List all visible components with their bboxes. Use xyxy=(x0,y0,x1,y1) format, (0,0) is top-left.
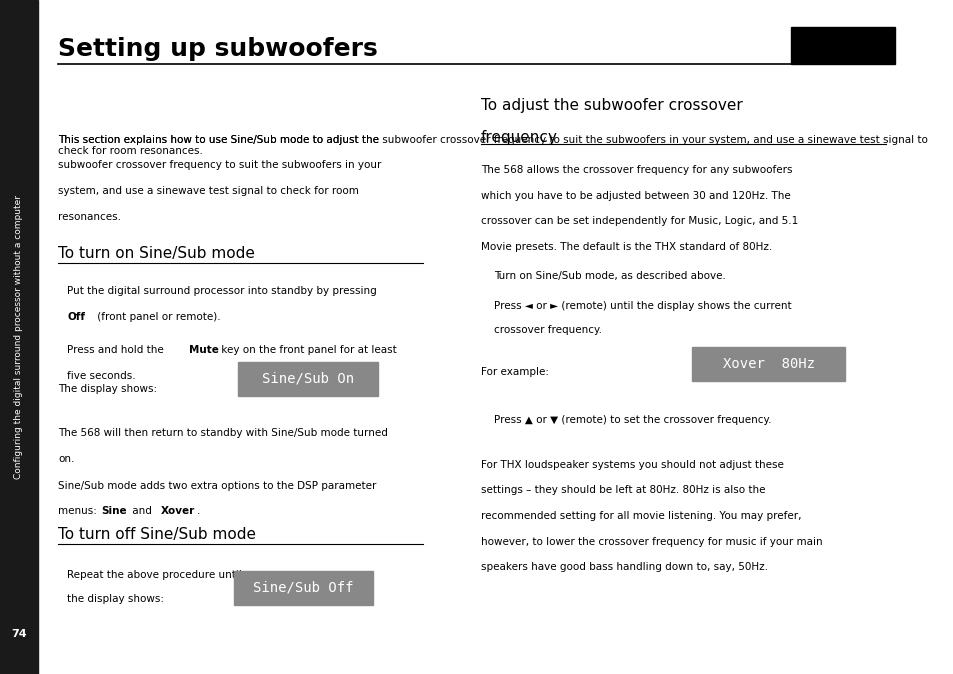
Text: To adjust the subwoofer crossover: To adjust the subwoofer crossover xyxy=(480,98,742,113)
Text: This section explains how to use Sine/Sub mode to adjust the: This section explains how to use Sine/Su… xyxy=(58,135,379,145)
Text: menus:: menus: xyxy=(58,506,100,516)
Text: on.: on. xyxy=(58,454,74,464)
Text: Sine: Sine xyxy=(101,506,127,516)
Text: however, to lower the crossover frequency for music if your main: however, to lower the crossover frequenc… xyxy=(480,537,821,547)
Text: crossover frequency.: crossover frequency. xyxy=(494,325,602,335)
Text: settings – they should be left at 80Hz. 80Hz is also the: settings – they should be left at 80Hz. … xyxy=(480,485,764,495)
Bar xyxy=(692,347,844,381)
Text: Sine/Sub mode adds two extra options to the DSP parameter: Sine/Sub mode adds two extra options to … xyxy=(58,481,376,491)
Text: frequency: frequency xyxy=(480,130,558,145)
Text: the display shows:: the display shows: xyxy=(68,594,164,605)
Text: Sine/Sub Off: Sine/Sub Off xyxy=(253,581,354,594)
Text: subwoofer crossover frequency to suit the subwoofers in your: subwoofer crossover frequency to suit th… xyxy=(58,160,381,171)
Text: Press ◄ or ► (remote) until the display shows the current: Press ◄ or ► (remote) until the display … xyxy=(494,301,791,311)
Text: resonances.: resonances. xyxy=(58,212,121,222)
Text: Movie presets. The default is the THX standard of 80Hz.: Movie presets. The default is the THX st… xyxy=(480,242,771,252)
Text: Press and hold the: Press and hold the xyxy=(68,345,168,355)
Bar xyxy=(233,571,373,605)
Text: The 568 allows the crossover frequency for any subwoofers: The 568 allows the crossover frequency f… xyxy=(480,165,792,175)
Text: key on the front panel for at least: key on the front panel for at least xyxy=(218,345,396,355)
Text: To turn on Sine/Sub mode: To turn on Sine/Sub mode xyxy=(58,246,255,261)
Text: Sine/Sub On: Sine/Sub On xyxy=(261,372,354,386)
Bar xyxy=(238,362,377,396)
Text: Off: Off xyxy=(68,312,86,322)
Text: recommended setting for all movie listening. You may prefer,: recommended setting for all movie listen… xyxy=(480,511,801,521)
Text: five seconds.: five seconds. xyxy=(68,371,136,381)
Text: .: . xyxy=(196,506,200,516)
Text: 74: 74 xyxy=(11,629,27,638)
Text: For THX loudspeaker systems you should not adjust these: For THX loudspeaker systems you should n… xyxy=(480,460,783,470)
Text: Configuring the digital surround processor without a computer: Configuring the digital surround process… xyxy=(14,195,24,479)
Text: and: and xyxy=(129,506,154,516)
Text: This section explains how to use Sine/Sub mode to adjust the subwoofer crossover: This section explains how to use Sine/Su… xyxy=(58,135,927,156)
Text: crossover can be set independently for Music, Logic, and 5.1: crossover can be set independently for M… xyxy=(480,216,798,226)
Text: To turn off Sine/Sub mode: To turn off Sine/Sub mode xyxy=(58,527,256,542)
Text: speakers have good bass handling down to, say, 50Hz.: speakers have good bass handling down to… xyxy=(480,562,767,572)
Text: Xover: Xover xyxy=(161,506,195,516)
Text: which you have to be adjusted between 30 and 120Hz. The: which you have to be adjusted between 30… xyxy=(480,191,790,201)
Text: The 568 will then return to standby with Sine/Sub mode turned: The 568 will then return to standby with… xyxy=(58,428,388,438)
Text: Put the digital surround processor into standby by pressing: Put the digital surround processor into … xyxy=(68,286,376,297)
Text: Repeat the above procedure until: Repeat the above procedure until xyxy=(68,570,242,580)
Text: The display shows:: The display shows: xyxy=(58,384,157,394)
Text: Setting up subwoofers: Setting up subwoofers xyxy=(58,36,377,61)
Text: Press ▲ or ▼ (remote) to set the crossover frequency.: Press ▲ or ▼ (remote) to set the crossov… xyxy=(494,415,771,425)
Text: Turn on Sine/Sub mode, as described above.: Turn on Sine/Sub mode, as described abov… xyxy=(494,271,725,281)
Text: system, and use a sinewave test signal to check for room: system, and use a sinewave test signal t… xyxy=(58,186,359,196)
Text: (front panel or remote).: (front panel or remote). xyxy=(94,312,221,322)
Bar xyxy=(790,27,894,64)
Text: Mute: Mute xyxy=(189,345,218,355)
Text: For example:: For example: xyxy=(480,367,548,377)
Text: Xover  80Hz: Xover 80Hz xyxy=(721,357,814,371)
Bar xyxy=(0,0,38,674)
